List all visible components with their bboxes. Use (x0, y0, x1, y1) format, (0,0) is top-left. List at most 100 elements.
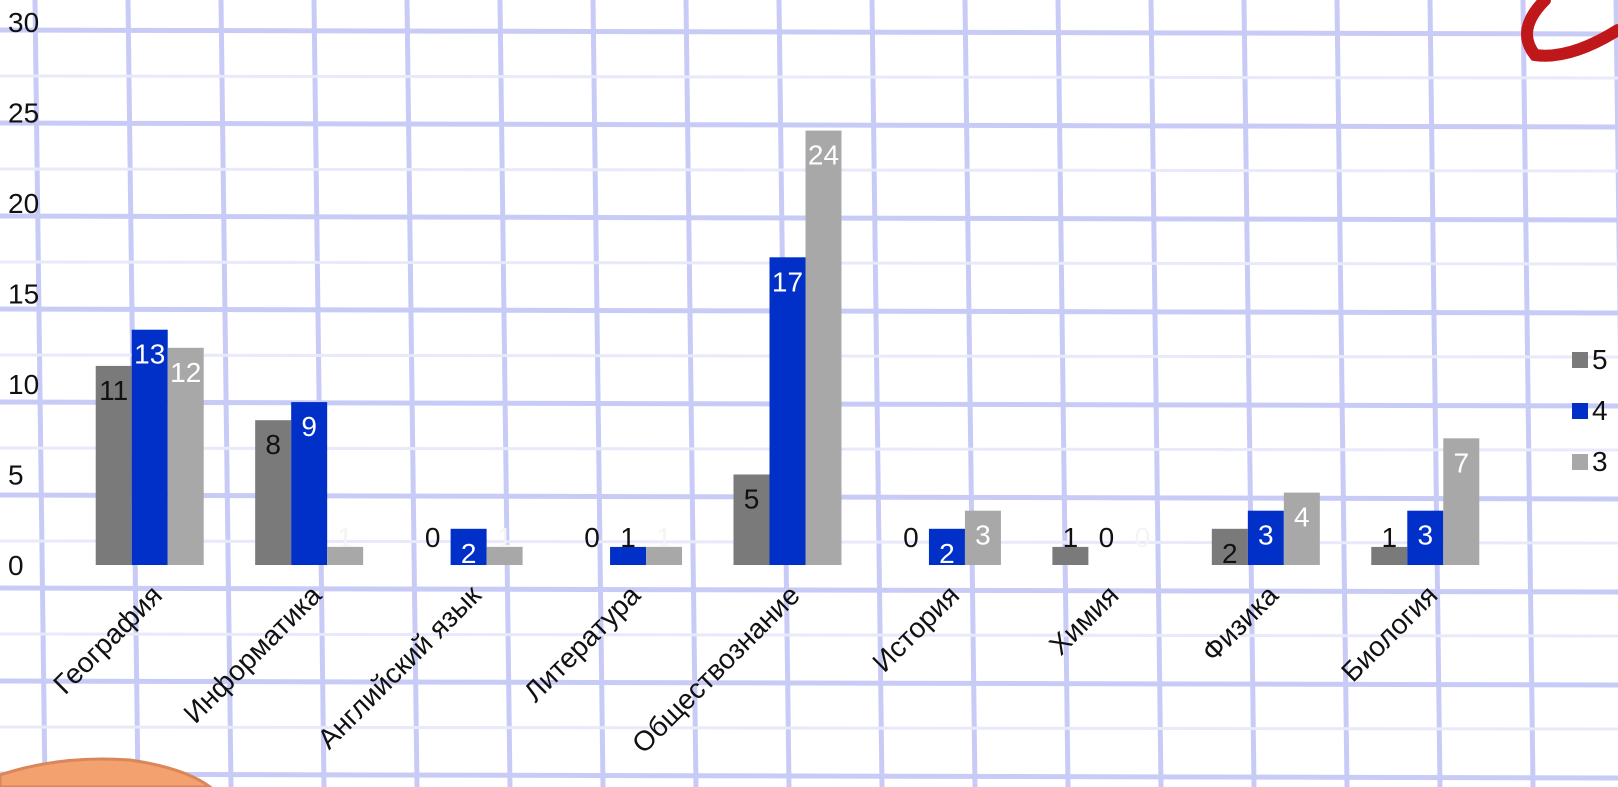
bar-3 (646, 546, 683, 565)
data-label: 0 (903, 522, 919, 553)
category-label: Биология (1335, 579, 1443, 687)
grid-line-horizontal (0, 678, 1618, 688)
bar-5 (1371, 546, 1408, 565)
bar-4 (769, 257, 806, 565)
category-label: Информатика (178, 579, 328, 729)
bar-4 (610, 546, 647, 565)
bar-4 (1407, 510, 1444, 565)
grid-line-horizontal (0, 771, 1618, 781)
grid-line-vertical (869, 0, 885, 787)
data-label: 7 (1453, 447, 1469, 478)
data-label: 1 (1063, 522, 1079, 553)
grid-line-minor (0, 74, 1618, 80)
bar-5 (1052, 546, 1089, 565)
data-label: 2 (939, 538, 955, 569)
y-tick-label: 15 (8, 279, 39, 310)
grid-line-vertical (683, 0, 699, 787)
bar-3 (805, 130, 842, 565)
data-label: 3 (1417, 520, 1433, 551)
category-label: География (47, 579, 168, 700)
data-label: 2 (461, 538, 477, 569)
legend-item-4: 4 (1572, 385, 1618, 436)
grid-line-vertical (32, 0, 48, 787)
orange-decoration (0, 757, 213, 787)
grid-line-vertical (1055, 0, 1071, 787)
bar-5 (733, 474, 770, 565)
bar-4 (928, 528, 965, 565)
grid-line-minor (0, 632, 1618, 638)
grid-line-vertical (1334, 0, 1350, 787)
data-label: 4 (1294, 502, 1310, 533)
legend-swatch-5 (1572, 351, 1588, 368)
data-label: 0 (584, 522, 600, 553)
grid-line-vertical (404, 0, 420, 787)
grid-line-vertical (1148, 0, 1164, 787)
bar-4 (1247, 510, 1284, 565)
bar-4 (131, 329, 168, 565)
grid-line-vertical (218, 0, 234, 787)
data-label: 1 (1381, 522, 1397, 553)
bar-5 (95, 365, 132, 565)
legend-item-5: 5 (1572, 334, 1618, 385)
y-tick-label: 30 (8, 7, 39, 38)
y-tick-label: 10 (8, 369, 39, 400)
grid-line-vertical (590, 0, 606, 787)
data-label: 1 (497, 522, 513, 553)
category-label: Физика (1196, 579, 1285, 668)
data-label: 1 (656, 522, 672, 553)
grid-line-horizontal (0, 585, 1618, 595)
grid-line-horizontal (0, 120, 1618, 130)
bar-3 (486, 546, 523, 565)
bar-3 (1443, 438, 1480, 565)
grid-line-vertical (1241, 0, 1257, 787)
data-label: 8 (265, 429, 281, 460)
legend-label-3: 3 (1592, 445, 1608, 477)
data-label: 17 (772, 266, 803, 297)
chart-legend: 5 4 3 (1572, 334, 1618, 487)
bar-3 (327, 546, 364, 565)
data-label: 0 (1099, 522, 1115, 553)
category-label: Литература (518, 579, 647, 708)
bar-4 (450, 528, 487, 565)
category-label: Английский язык (311, 579, 487, 755)
data-label: 3 (975, 520, 991, 551)
legend-swatch-3 (1572, 453, 1588, 470)
data-label: 1 (337, 522, 353, 553)
bar-5 (1211, 528, 1248, 565)
bar-3 (964, 510, 1001, 565)
data-label: 2 (1222, 538, 1238, 569)
legend-label-5: 5 (1592, 343, 1608, 375)
grid-line-vertical (1427, 0, 1443, 787)
bar-3 (1283, 492, 1320, 565)
grid-line-vertical (311, 0, 327, 787)
data-label: 0 (425, 522, 441, 553)
data-label: 9 (301, 411, 317, 442)
bar-4 (291, 402, 328, 565)
data-label: 0 (1135, 522, 1151, 553)
grid-line-vertical (1520, 0, 1536, 787)
data-label: 24 (808, 140, 839, 171)
legend-label-4: 4 (1592, 394, 1608, 426)
data-label: 12 (170, 357, 201, 388)
grid-line-vertical (497, 0, 513, 787)
legend-item-3: 3 (1572, 436, 1618, 487)
bar-5 (255, 420, 292, 565)
y-tick-label: 0 (8, 550, 24, 581)
legend-swatch-4 (1572, 402, 1588, 419)
grid-line-minor (0, 725, 1618, 731)
grid-line-horizontal (0, 27, 1618, 37)
bar-3 (167, 347, 204, 565)
category-label: Химия (1043, 579, 1125, 661)
category-label: История (866, 579, 965, 678)
data-label: 11 (99, 375, 128, 406)
y-tick-label: 5 (8, 460, 24, 491)
grid-line-vertical (962, 0, 978, 787)
red-ribbon-decoration (1521, 0, 1618, 62)
data-label: 3 (1258, 520, 1274, 551)
data-label: 5 (744, 484, 760, 515)
data-label: 1 (620, 522, 636, 553)
y-tick-label: 25 (8, 98, 39, 129)
category-label: Обществознание (626, 579, 806, 759)
